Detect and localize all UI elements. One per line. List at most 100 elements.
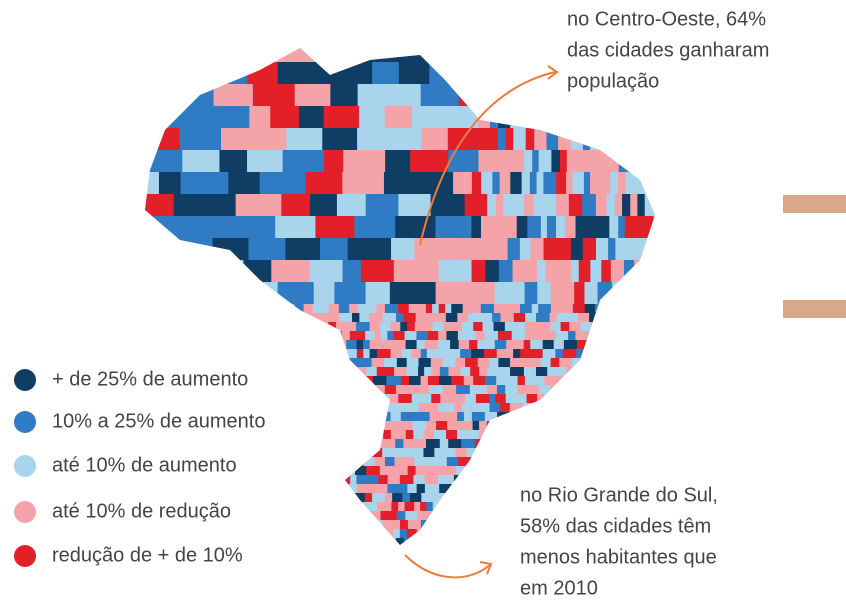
municipality xyxy=(392,340,406,350)
municipality xyxy=(646,430,659,440)
municipality xyxy=(222,439,234,449)
municipality xyxy=(329,304,340,314)
municipality xyxy=(336,493,346,503)
municipality xyxy=(253,493,262,503)
municipality xyxy=(575,331,586,341)
municipality xyxy=(237,448,249,458)
municipality xyxy=(551,322,562,332)
municipality xyxy=(447,421,460,431)
municipality xyxy=(554,430,567,440)
municipality xyxy=(191,439,202,449)
municipality xyxy=(453,349,462,359)
municipality xyxy=(363,376,374,386)
municipality xyxy=(331,502,346,512)
municipality xyxy=(516,412,526,422)
municipality xyxy=(598,128,609,151)
municipality xyxy=(397,40,433,63)
municipality xyxy=(550,394,559,404)
municipality xyxy=(337,194,367,217)
municipality xyxy=(283,430,295,440)
municipality xyxy=(300,421,307,431)
municipality xyxy=(520,238,532,261)
municipality xyxy=(622,385,633,395)
municipality xyxy=(140,40,179,63)
municipality xyxy=(655,304,669,314)
municipality xyxy=(495,394,506,404)
municipality xyxy=(548,412,559,422)
municipality xyxy=(530,172,538,195)
municipality xyxy=(249,349,262,359)
municipality xyxy=(292,502,305,512)
municipality xyxy=(343,260,362,283)
municipality xyxy=(567,448,579,458)
brazil-map xyxy=(140,40,674,557)
municipality xyxy=(278,493,289,503)
municipality xyxy=(605,313,613,323)
municipality xyxy=(380,394,391,404)
municipality xyxy=(370,430,385,440)
municipality xyxy=(470,385,479,395)
municipality xyxy=(496,194,504,217)
municipality xyxy=(492,172,500,195)
municipality xyxy=(555,349,564,359)
municipality xyxy=(151,304,160,314)
municipality xyxy=(252,475,266,485)
municipality xyxy=(618,172,627,195)
municipality xyxy=(547,216,557,239)
municipality xyxy=(467,538,481,548)
municipality xyxy=(140,322,155,332)
municipality xyxy=(329,547,337,557)
municipality xyxy=(360,529,374,539)
municipality xyxy=(419,304,427,314)
municipality xyxy=(457,430,467,440)
municipality xyxy=(520,40,529,63)
municipality xyxy=(192,349,204,359)
municipality xyxy=(485,260,499,283)
municipality xyxy=(487,421,498,431)
municipality xyxy=(536,430,544,440)
municipality xyxy=(429,466,444,476)
municipality xyxy=(539,106,551,129)
municipality xyxy=(594,106,608,129)
municipality xyxy=(345,547,356,557)
municipality xyxy=(558,457,572,467)
municipality xyxy=(403,313,416,323)
municipality xyxy=(654,394,668,404)
municipality xyxy=(339,376,353,386)
municipality xyxy=(529,358,541,368)
municipality xyxy=(400,322,408,332)
municipality xyxy=(437,349,445,359)
municipality xyxy=(506,394,518,404)
municipality xyxy=(372,412,381,422)
municipality xyxy=(262,511,271,521)
municipality xyxy=(428,376,440,386)
municipality xyxy=(585,331,594,341)
municipality xyxy=(532,448,545,458)
municipality xyxy=(607,194,616,217)
municipality xyxy=(278,448,289,458)
municipality xyxy=(653,106,662,129)
municipality xyxy=(649,385,662,395)
municipality xyxy=(473,520,482,530)
municipality xyxy=(600,376,613,386)
municipality xyxy=(254,367,265,377)
municipality xyxy=(560,238,572,261)
municipality xyxy=(220,313,234,323)
municipality xyxy=(232,520,243,530)
legend-label: + de 25% de aumento xyxy=(52,368,248,390)
municipality xyxy=(624,466,636,476)
municipality xyxy=(337,358,350,368)
municipality xyxy=(579,260,592,283)
municipality xyxy=(610,172,619,195)
municipality xyxy=(324,106,360,129)
municipality xyxy=(484,349,498,359)
municipality xyxy=(556,403,570,413)
municipality xyxy=(431,394,441,404)
municipality xyxy=(294,466,304,476)
municipality xyxy=(513,260,525,283)
municipality xyxy=(495,282,508,305)
municipality xyxy=(523,403,532,413)
municipality xyxy=(266,430,277,440)
municipality xyxy=(566,430,579,440)
municipality xyxy=(457,238,495,261)
